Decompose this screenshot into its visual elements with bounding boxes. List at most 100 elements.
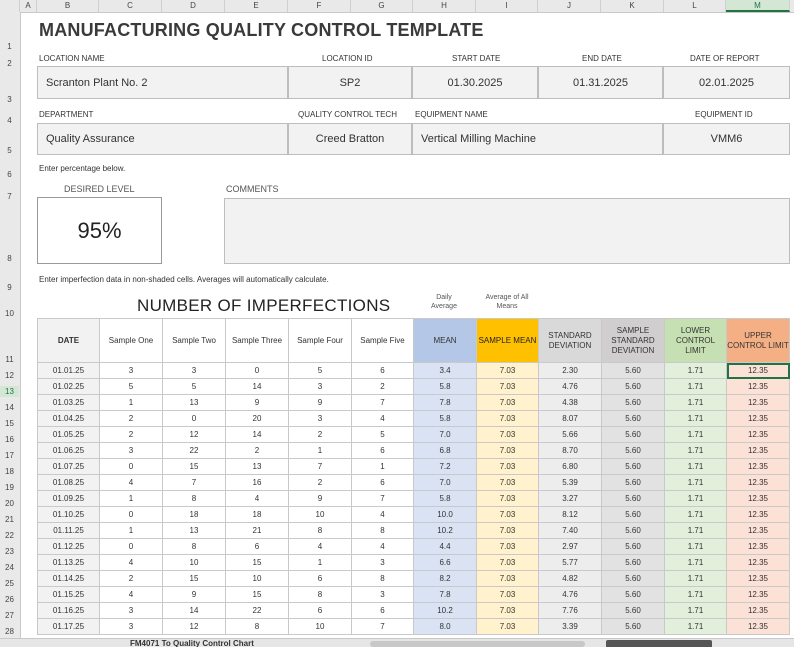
cell-mean[interactable]: 5.8 xyxy=(413,410,477,427)
column-header-d[interactable]: D xyxy=(162,0,225,12)
cell-sample-three[interactable]: 14 xyxy=(225,378,289,395)
row-header-6[interactable]: 6 xyxy=(7,170,12,179)
row-header-26[interactable]: 26 xyxy=(5,595,14,604)
cell-sample-five[interactable]: 1 xyxy=(351,458,414,475)
cell-mean[interactable]: 5.8 xyxy=(413,378,477,395)
cell-sample-three[interactable]: 14 xyxy=(225,426,289,443)
equipment-id-field[interactable]: VMM6 xyxy=(663,123,790,155)
cell-sample-standard-deviation[interactable]: 5.60 xyxy=(601,394,665,411)
cell-upper-control-limit[interactable]: 12.35 xyxy=(726,522,790,539)
column-header-k[interactable]: K xyxy=(601,0,664,12)
cell-sample-mean[interactable]: 7.03 xyxy=(476,506,539,523)
cell-sample-five[interactable]: 4 xyxy=(351,538,414,555)
cell-mean[interactable]: 5.8 xyxy=(413,490,477,507)
cell-sample-standard-deviation[interactable]: 5.60 xyxy=(601,554,665,571)
cell-sample-five[interactable]: 6 xyxy=(351,474,414,491)
row-header-7[interactable]: 7 xyxy=(7,192,12,201)
cell-lower-control-limit[interactable]: 1.71 xyxy=(664,474,727,491)
cell-sample-five[interactable]: 6 xyxy=(351,602,414,619)
cell-standard-deviation[interactable]: 4.82 xyxy=(538,570,602,587)
cell-mean[interactable]: 10.0 xyxy=(413,506,477,523)
cell-sample-three[interactable]: 18 xyxy=(225,506,289,523)
cell-mean[interactable]: 7.2 xyxy=(413,458,477,475)
row-header-28[interactable]: 28 xyxy=(5,627,14,636)
cell-mean[interactable]: 6.6 xyxy=(413,554,477,571)
cell-sample-two[interactable]: 12 xyxy=(162,618,226,635)
cell-standard-deviation[interactable]: 5.66 xyxy=(538,426,602,443)
cell-sample-three[interactable]: 10 xyxy=(225,570,289,587)
cell-lower-control-limit[interactable]: 1.71 xyxy=(664,410,727,427)
cell-lower-control-limit[interactable]: 1.71 xyxy=(664,538,727,555)
department-field[interactable]: Quality Assurance xyxy=(37,123,288,155)
cell-standard-deviation[interactable]: 7.40 xyxy=(538,522,602,539)
row-header-21[interactable]: 21 xyxy=(5,515,14,524)
sheet-tab[interactable]: FM4071 To Quality Control Chart xyxy=(130,639,254,647)
cell-sample-three[interactable]: 2 xyxy=(225,442,289,459)
cell-sample-one[interactable]: 2 xyxy=(99,570,163,587)
comments-field[interactable] xyxy=(224,198,790,264)
row-header-12[interactable]: 12 xyxy=(5,371,14,380)
column-header-e[interactable]: E xyxy=(225,0,288,12)
cell-upper-control-limit[interactable]: 12.35 xyxy=(726,538,790,555)
cell-sample-mean[interactable]: 7.03 xyxy=(476,602,539,619)
cell-sample-standard-deviation[interactable]: 5.60 xyxy=(601,618,665,635)
cell-date[interactable]: 01.05.25 xyxy=(37,426,100,443)
cell-sample-one[interactable]: 4 xyxy=(99,586,163,603)
end-date-field[interactable]: 01.31.2025 xyxy=(538,66,663,99)
row-header-3[interactable]: 3 xyxy=(7,95,12,104)
cell-standard-deviation[interactable]: 8.07 xyxy=(538,410,602,427)
cell-sample-two[interactable]: 7 xyxy=(162,474,226,491)
cell-standard-deviation[interactable]: 5.39 xyxy=(538,474,602,491)
cell-upper-control-limit[interactable]: 12.35 xyxy=(726,586,790,603)
select-all-corner[interactable] xyxy=(0,0,20,12)
cell-sample-mean[interactable]: 7.03 xyxy=(476,426,539,443)
cell-lower-control-limit[interactable]: 1.71 xyxy=(664,554,727,571)
cell-sample-two[interactable]: 9 xyxy=(162,586,226,603)
row-header-18[interactable]: 18 xyxy=(5,467,14,476)
cell-sample-one[interactable]: 1 xyxy=(99,522,163,539)
cell-sample-two[interactable]: 8 xyxy=(162,538,226,555)
cell-sample-four[interactable]: 9 xyxy=(288,490,352,507)
cell-sample-standard-deviation[interactable]: 5.60 xyxy=(601,378,665,395)
cell-sample-standard-deviation[interactable]: 5.60 xyxy=(601,474,665,491)
cell-standard-deviation[interactable]: 4.76 xyxy=(538,378,602,395)
cell-sample-one[interactable]: 2 xyxy=(99,426,163,443)
row-header-13[interactable]: 13 xyxy=(0,386,19,397)
cell-date[interactable]: 01.16.25 xyxy=(37,602,100,619)
cell-standard-deviation[interactable]: 4.76 xyxy=(538,586,602,603)
cell-sample-mean[interactable]: 7.03 xyxy=(476,442,539,459)
cell-sample-two[interactable]: 10 xyxy=(162,554,226,571)
cell-upper-control-limit[interactable]: 12.35 xyxy=(726,570,790,587)
cell-sample-four[interactable]: 1 xyxy=(288,442,352,459)
row-header-15[interactable]: 15 xyxy=(5,419,14,428)
cell-sample-one[interactable]: 0 xyxy=(99,538,163,555)
cell-sample-four[interactable]: 1 xyxy=(288,554,352,571)
cell-lower-control-limit[interactable]: 1.71 xyxy=(664,570,727,587)
cell-sample-two[interactable]: 13 xyxy=(162,522,226,539)
cell-sample-mean[interactable]: 7.03 xyxy=(476,538,539,555)
cell-lower-control-limit[interactable]: 1.71 xyxy=(664,458,727,475)
cell-lower-control-limit[interactable]: 1.71 xyxy=(664,602,727,619)
row-header-17[interactable]: 17 xyxy=(5,451,14,460)
cell-mean[interactable]: 7.8 xyxy=(413,394,477,411)
cell-sample-two[interactable]: 0 xyxy=(162,410,226,427)
cell-sample-five[interactable]: 8 xyxy=(351,522,414,539)
cell-sample-two[interactable]: 15 xyxy=(162,458,226,475)
cell-upper-control-limit[interactable]: 12.35 xyxy=(726,506,790,523)
cell-upper-control-limit[interactable]: 12.35 xyxy=(726,490,790,507)
equipment-name-field[interactable]: Vertical Milling Machine xyxy=(412,123,663,155)
cell-sample-standard-deviation[interactable]: 5.60 xyxy=(601,538,665,555)
row-header-5[interactable]: 5 xyxy=(7,146,12,155)
cell-sample-standard-deviation[interactable]: 5.60 xyxy=(601,570,665,587)
cell-sample-three[interactable]: 0 xyxy=(225,362,289,379)
cell-sample-one[interactable]: 4 xyxy=(99,474,163,491)
cell-upper-control-limit[interactable]: 12.35 xyxy=(726,474,790,491)
cell-mean[interactable]: 7.0 xyxy=(413,474,477,491)
cell-upper-control-limit[interactable]: 12.35 xyxy=(726,458,790,475)
cell-date[interactable]: 01.09.25 xyxy=(37,490,100,507)
cell-mean[interactable]: 7.8 xyxy=(413,586,477,603)
cell-sample-mean[interactable]: 7.03 xyxy=(476,410,539,427)
cell-sample-mean[interactable]: 7.03 xyxy=(476,586,539,603)
cell-sample-one[interactable]: 1 xyxy=(99,490,163,507)
cell-date[interactable]: 01.10.25 xyxy=(37,506,100,523)
